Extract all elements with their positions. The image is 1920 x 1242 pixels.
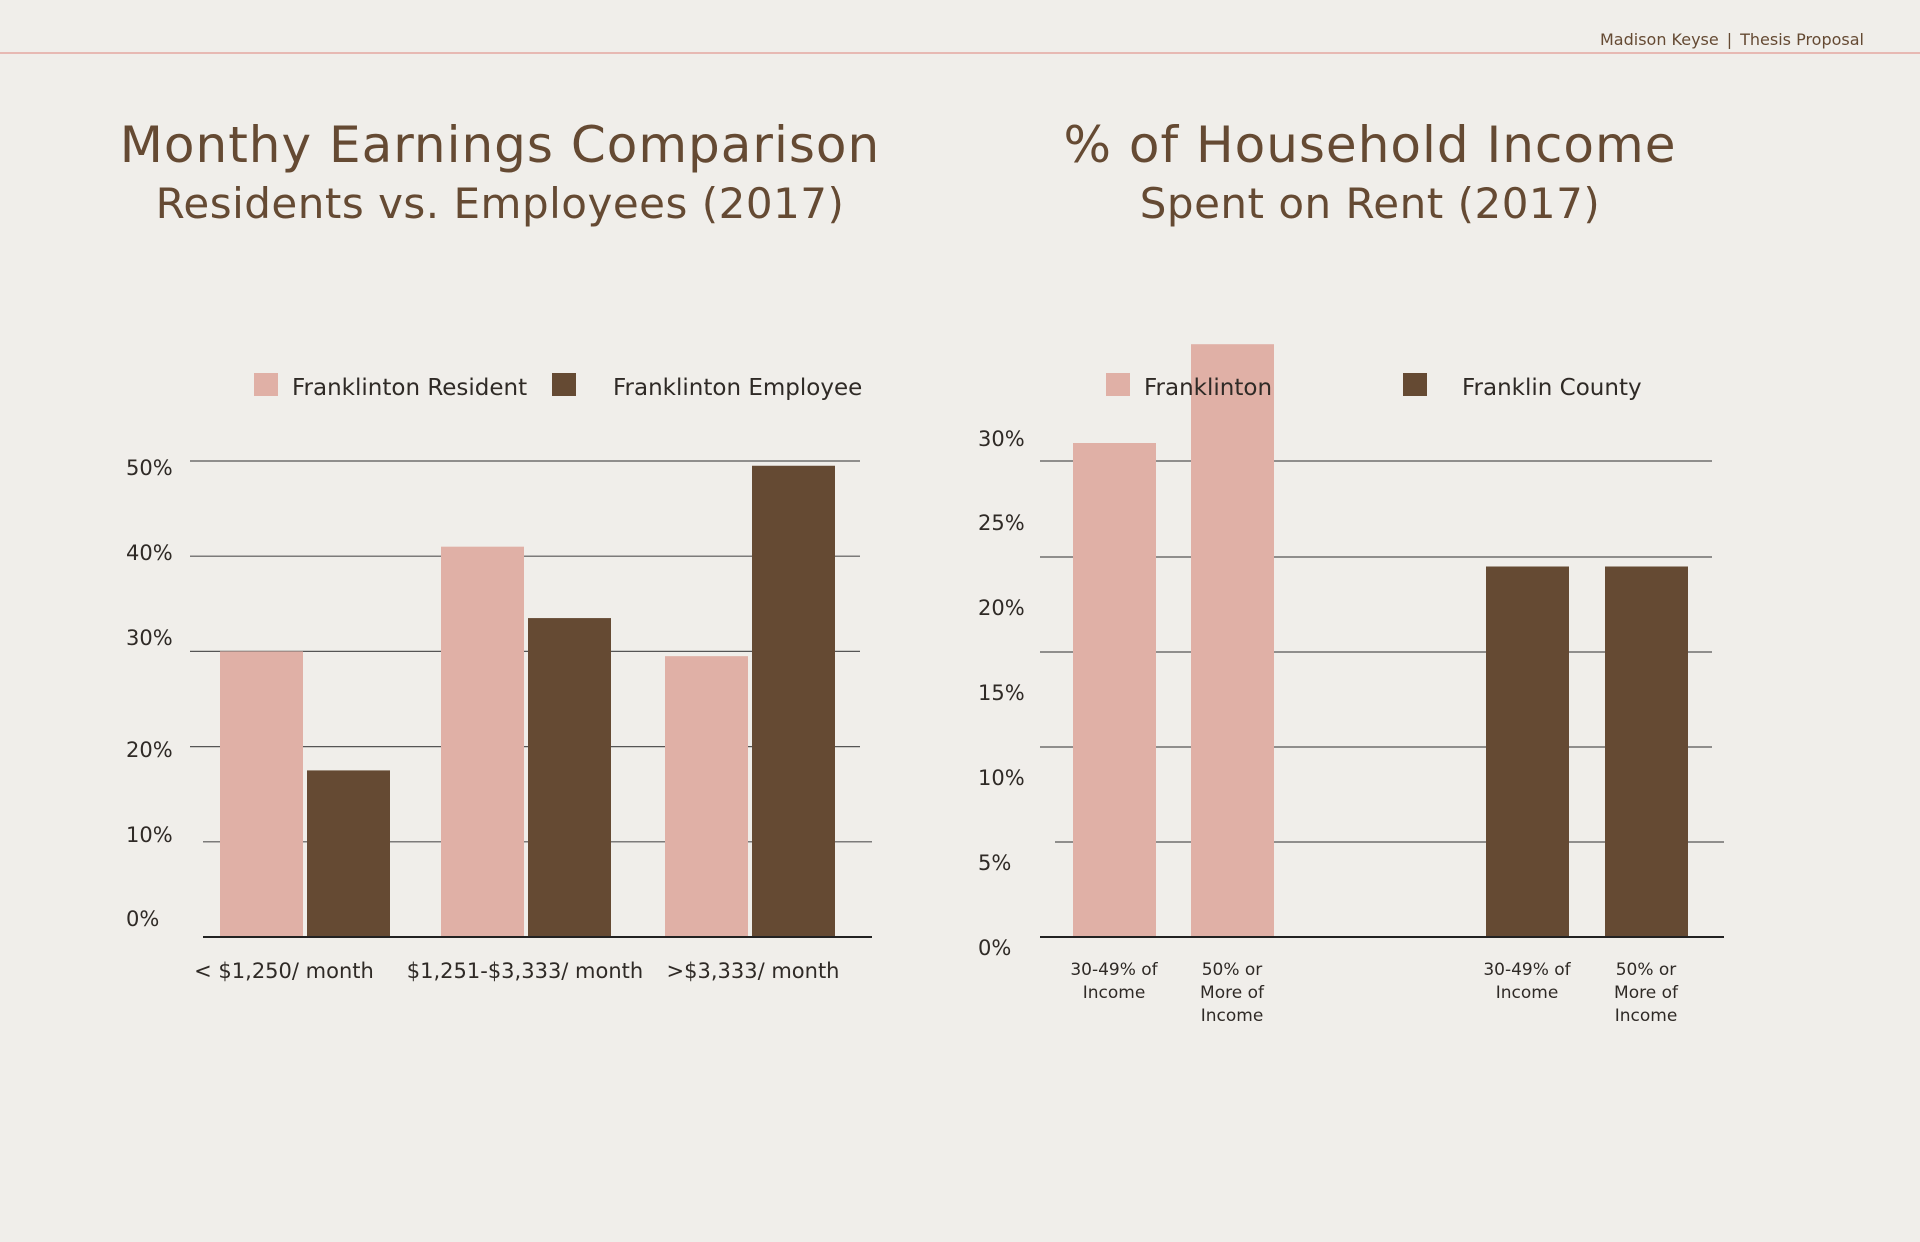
- left-chart-title-block: Monthy Earnings Comparison Residents vs.…: [60, 114, 940, 232]
- right-bar-franklin-county: [1605, 566, 1688, 937]
- left-y-tick-label: 0%: [126, 907, 159, 931]
- header-author: Madison Keyse: [1599, 30, 1719, 49]
- left-legend-label: Franklinton Resident: [292, 375, 527, 401]
- right-legend-label: Franklinton: [1144, 375, 1272, 401]
- right-legend-swatch: [1403, 373, 1427, 396]
- left-bar-resident: [665, 656, 748, 937]
- right-x-category-label: 50% or More of Income: [1614, 960, 1679, 1026]
- left-y-tick-label: 40%: [126, 541, 173, 565]
- right-x-category-label: 30-49% of Income: [1070, 960, 1158, 1003]
- left-bar-resident: [441, 546, 524, 937]
- right-y-tick-label: 0%: [978, 936, 1011, 960]
- left-bar-employee: [528, 618, 611, 937]
- right-bar-franklin-county: [1486, 566, 1569, 937]
- left-legend-swatch: [552, 373, 576, 396]
- right-bar-franklinton: [1191, 344, 1274, 937]
- right-y-tick-label: 15%: [978, 681, 1025, 705]
- left-y-tick-label: 20%: [126, 738, 173, 762]
- header-doc-title: Thesis Proposal: [1740, 30, 1864, 49]
- left-chart-title: Monthy Earnings Comparison: [119, 116, 881, 174]
- left-y-tick-label: 10%: [126, 823, 173, 847]
- right-y-tick-label: 5%: [978, 851, 1011, 875]
- right-x-category-label: 50% or More of Income: [1200, 960, 1265, 1026]
- left-y-tick-label: 30%: [126, 626, 173, 650]
- right-bar-franklinton: [1073, 443, 1156, 937]
- left-bar-employee: [752, 465, 835, 937]
- left-legend-label: Franklinton Employee: [613, 375, 862, 401]
- right-y-tick-label: 20%: [978, 596, 1025, 620]
- header-separator: |: [1726, 30, 1733, 49]
- right-y-tick-label: 10%: [978, 766, 1025, 790]
- left-x-category-label: < $1,250/ month: [194, 959, 374, 983]
- right-chart-subtitle: Spent on Rent (2017): [1139, 179, 1601, 228]
- right-chart-title: % of Household Income: [1063, 116, 1677, 174]
- left-chart-subtitle: Residents vs. Employees (2017): [155, 179, 845, 228]
- left-x-category-label: >$3,333/ month: [667, 959, 840, 983]
- left-bar-resident: [220, 651, 303, 937]
- right-y-tick-label: 30%: [978, 427, 1025, 451]
- left-legend-swatch: [254, 373, 278, 396]
- header-rule: [0, 52, 1920, 54]
- right-x-category-label: 30-49% of Income: [1483, 960, 1571, 1003]
- left-bar-employee: [307, 770, 390, 937]
- right-chart-title-block: % of Household Income Spent on Rent (201…: [930, 114, 1810, 232]
- left-x-category-label: $1,251-$3,333/ month: [407, 959, 643, 983]
- document-header: Madison Keyse | Thesis Proposal: [1600, 30, 1864, 49]
- right-y-tick-label: 25%: [978, 511, 1025, 535]
- left-y-tick-label: 50%: [126, 456, 173, 480]
- right-legend-label: Franklin County: [1462, 375, 1642, 401]
- right-legend-swatch: [1106, 373, 1130, 396]
